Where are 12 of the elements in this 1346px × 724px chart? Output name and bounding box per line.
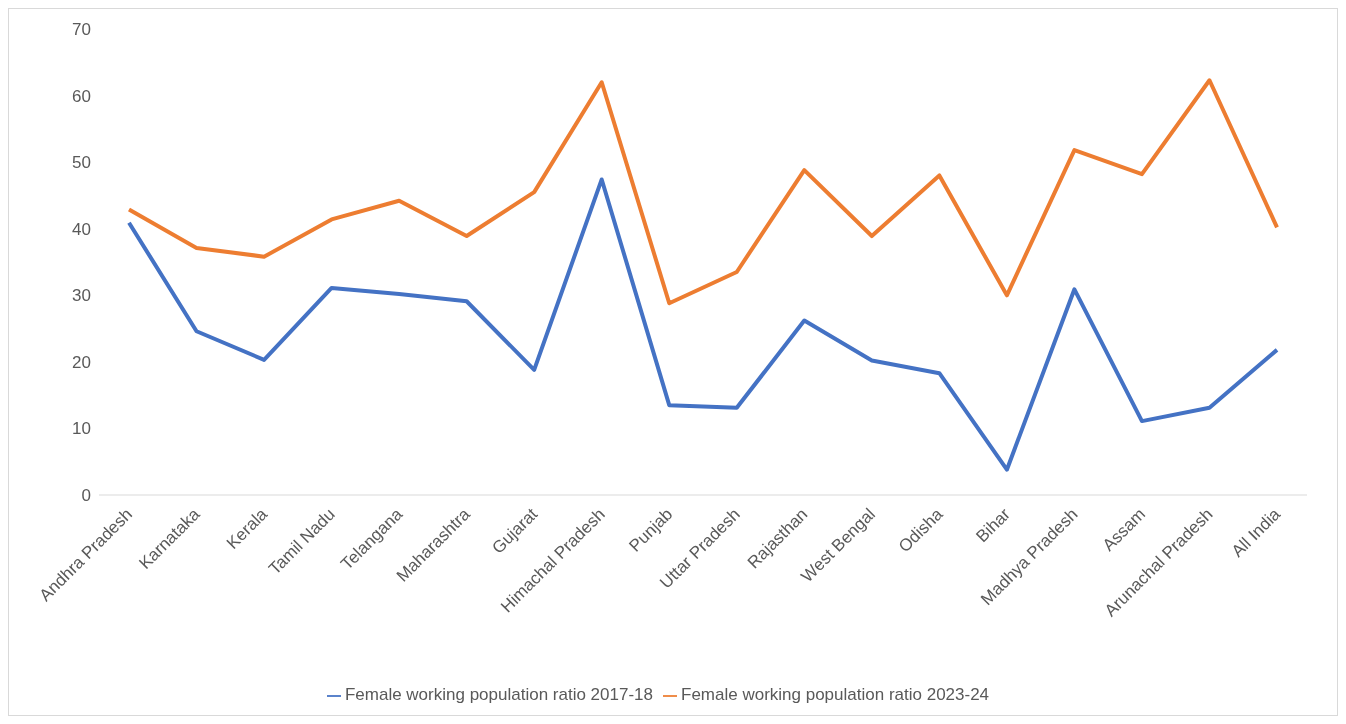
line-series <box>127 177 1279 472</box>
y-tick-label: 60 <box>72 86 91 106</box>
y-tick-label: 30 <box>72 286 91 306</box>
y-tick-label: 0 <box>81 486 91 506</box>
y-tick-label: 50 <box>72 153 91 173</box>
legend-label: Female working population ratio 2023-24 <box>681 685 990 704</box>
y-tick-label: 70 <box>72 20 91 40</box>
y-tick-label: 40 <box>72 219 91 239</box>
y-tick-label: 10 <box>72 419 91 439</box>
line-series <box>127 78 1279 306</box>
legend-label: Female working population ratio 2017-18 <box>344 685 653 704</box>
y-tick-label: 20 <box>72 352 91 372</box>
